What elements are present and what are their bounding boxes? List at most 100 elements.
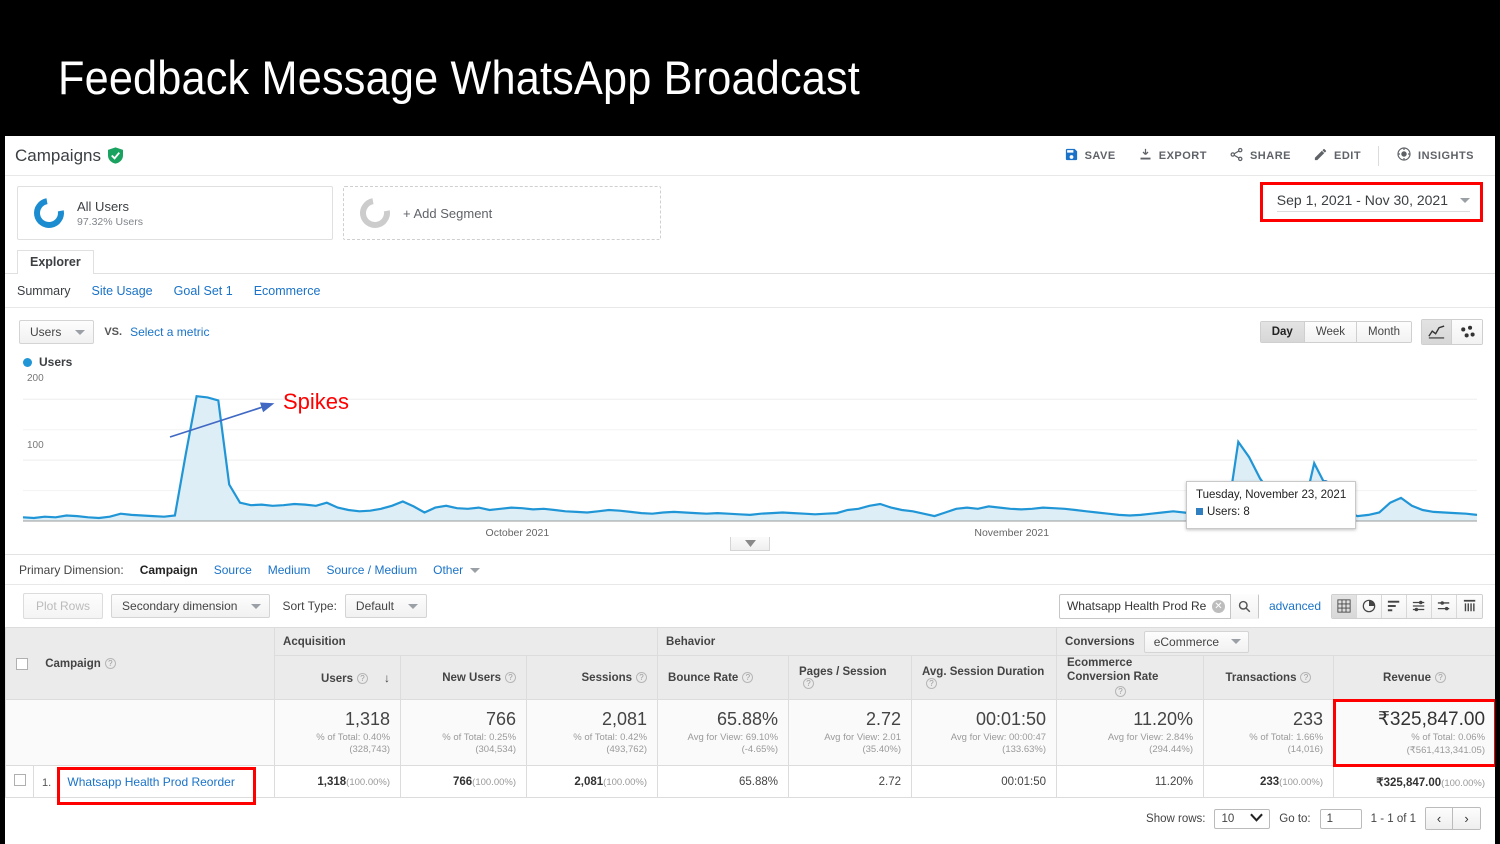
totals-sub1: % of Total: 0.06% [1411, 732, 1486, 744]
x-tick-october: October 2021 [485, 527, 550, 539]
col-label: New Users [442, 671, 502, 684]
help-icon[interactable]: ? [104, 658, 116, 670]
chevron-down-icon [469, 568, 480, 574]
legend-label: Users [39, 355, 73, 369]
table-view-icon[interactable] [1332, 594, 1357, 618]
totals-value: ₹325,847.00 [1377, 709, 1486, 731]
totals-value: 00:01:50 [975, 708, 1047, 729]
column-header-ecommerce-conversion-rate[interactable]: Ecommerce Conversion Rate? [1056, 654, 1205, 701]
cell-main: 11.20% [1154, 775, 1194, 788]
col-label: Ecommerce Conversion Rate [1067, 657, 1159, 684]
subtab-goal-set-1[interactable]: Goal Set 1 [173, 284, 233, 298]
totals-value: 2,081 [601, 708, 648, 729]
select-all-checkbox[interactable] [16, 657, 28, 670]
x-tick-november: November 2021 [974, 527, 1050, 539]
group-header-conversions: Conversions eCommerce [1056, 627, 1495, 656]
next-page-button[interactable]: › [1453, 808, 1480, 830]
show-rows-select[interactable]: 10 [1214, 808, 1271, 829]
row-campaign-cell[interactable]: 1. Whatsapp Health Prod Reorder [32, 765, 276, 799]
column-header-avg-session-duration[interactable]: Avg. Session Duration? [911, 654, 1058, 701]
share-label: SHARE [1249, 149, 1291, 162]
help-icon[interactable]: ? [803, 678, 815, 690]
subtab-summary[interactable]: Summary [17, 284, 71, 298]
campaign-link[interactable]: Whatsapp Health Prod Reorder [67, 774, 235, 789]
line-chart-icon[interactable] [1422, 320, 1452, 344]
totals-sub1: Avg for View: 69.10% [687, 731, 779, 743]
edit-button[interactable]: EDIT [1302, 141, 1372, 171]
goto-page-input[interactable]: 1 [1319, 808, 1362, 829]
clear-search-icon[interactable]: ✕ [1211, 599, 1225, 613]
table-totals-row: 1,318 % of Total: 0.40% (328,743) 766 % … [5, 698, 1495, 767]
chart-legend: Users [5, 352, 1495, 371]
conversions-goal-select[interactable]: eCommerce [1143, 630, 1250, 653]
granularity-month[interactable]: Month [1357, 322, 1411, 342]
table-search-group: ✕ advanced [1058, 593, 1483, 619]
primary-dimension-source[interactable]: Source [213, 563, 252, 577]
subtab-ecommerce[interactable]: Ecommerce [253, 284, 321, 298]
primary-dimension-source-medium[interactable]: Source / Medium [326, 563, 418, 577]
col-label: Sessions [581, 671, 633, 684]
totals-sub2: (304,534) [475, 744, 517, 756]
primary-dimension-medium[interactable]: Medium [267, 563, 311, 577]
secondary-dimension-button[interactable]: Secondary dimension [111, 594, 271, 618]
row-bounce-rate: 65.88% [657, 765, 790, 799]
column-header-bounce-rate[interactable]: Bounce Rate? [657, 654, 790, 701]
advanced-search-link[interactable]: advanced [1268, 599, 1321, 613]
table-view-toggle [1331, 593, 1483, 619]
pie-view-icon[interactable] [1357, 594, 1382, 618]
insights-button[interactable]: INSIGHTS [1385, 141, 1485, 171]
granularity-day[interactable]: Day [1260, 322, 1305, 342]
metric-control-row: Users VS. Select a metric Day Week Month [5, 308, 1495, 352]
primary-dimension-other[interactable]: Other [433, 563, 480, 577]
table-row[interactable]: 1. Whatsapp Health Prod Reorder 1,318(10… [5, 765, 1495, 799]
campaigns-table: Campaign? Acquisition Behavior Conversio… [5, 626, 1495, 799]
help-icon[interactable]: ? [1115, 686, 1127, 698]
column-header-new-users[interactable]: New Users? [400, 654, 528, 701]
primary-dimension-campaign[interactable]: Campaign [139, 563, 198, 577]
column-header-users[interactable]: Users? ↓ [274, 654, 402, 701]
help-icon[interactable]: ? [926, 678, 938, 690]
column-header-revenue[interactable]: Revenue? [1333, 654, 1495, 701]
search-input[interactable] [1059, 599, 1212, 613]
row-checkbox-cell[interactable] [5, 765, 34, 799]
search-box[interactable]: ✕ [1058, 593, 1259, 619]
export-button[interactable]: EXPORT [1127, 141, 1218, 171]
date-range-picker[interactable]: Sep 1, 2021 - Nov 30, 2021 [1276, 192, 1470, 212]
scatter-chart-icon[interactable] [1452, 320, 1482, 344]
column-header-transactions[interactable]: Transactions? [1203, 654, 1335, 701]
segment-all-users[interactable]: All Users 97.32% Users [17, 186, 333, 240]
help-icon[interactable]: ? [505, 672, 517, 684]
add-segment-button[interactable]: + Add Segment [343, 186, 661, 240]
verified-shield-icon [108, 147, 123, 164]
search-submit-button[interactable] [1229, 593, 1258, 619]
chart-resize-handle[interactable] [730, 537, 770, 551]
plot-rows-button[interactable]: Plot Rows [23, 593, 104, 619]
sort-type-select[interactable]: Default [344, 594, 427, 618]
chart-type-toggle [1421, 319, 1483, 345]
help-icon[interactable]: ? [1434, 672, 1446, 684]
tab-explorer[interactable]: Explorer [17, 250, 94, 274]
share-button[interactable]: SHARE [1218, 141, 1302, 171]
help-icon[interactable]: ? [636, 672, 648, 684]
help-icon[interactable]: ? [357, 673, 369, 685]
granularity-week[interactable]: Week [1304, 322, 1358, 342]
column-header-pages-session[interactable]: Pages / Session? [788, 654, 913, 701]
column-header-sessions[interactable]: Sessions? [526, 654, 659, 701]
row-checkbox[interactable] [13, 774, 26, 787]
cell-main: 2,081 [574, 775, 604, 788]
subtab-site-usage[interactable]: Site Usage [91, 284, 153, 298]
pivot-view-icon[interactable] [1432, 594, 1457, 618]
dimension-header-cell[interactable]: Campaign? [5, 626, 276, 701]
previous-page-button[interactable]: ‹ [1426, 808, 1453, 830]
select-a-metric-link[interactable]: Select a metric [130, 325, 210, 339]
help-icon[interactable]: ? [742, 672, 754, 684]
cell-pct: (100.00%) [346, 776, 391, 788]
col-label: Transactions [1225, 671, 1297, 684]
save-button[interactable]: SAVE [1053, 141, 1127, 171]
term-cloud-icon[interactable] [1457, 594, 1482, 618]
comparison-view-icon[interactable] [1407, 594, 1432, 618]
metric-selector[interactable]: Users [19, 320, 95, 344]
bar-view-icon[interactable] [1382, 594, 1407, 618]
totals-new-users: 766 % of Total: 0.25% (304,534) [400, 699, 528, 767]
help-icon[interactable]: ? [1300, 672, 1312, 684]
